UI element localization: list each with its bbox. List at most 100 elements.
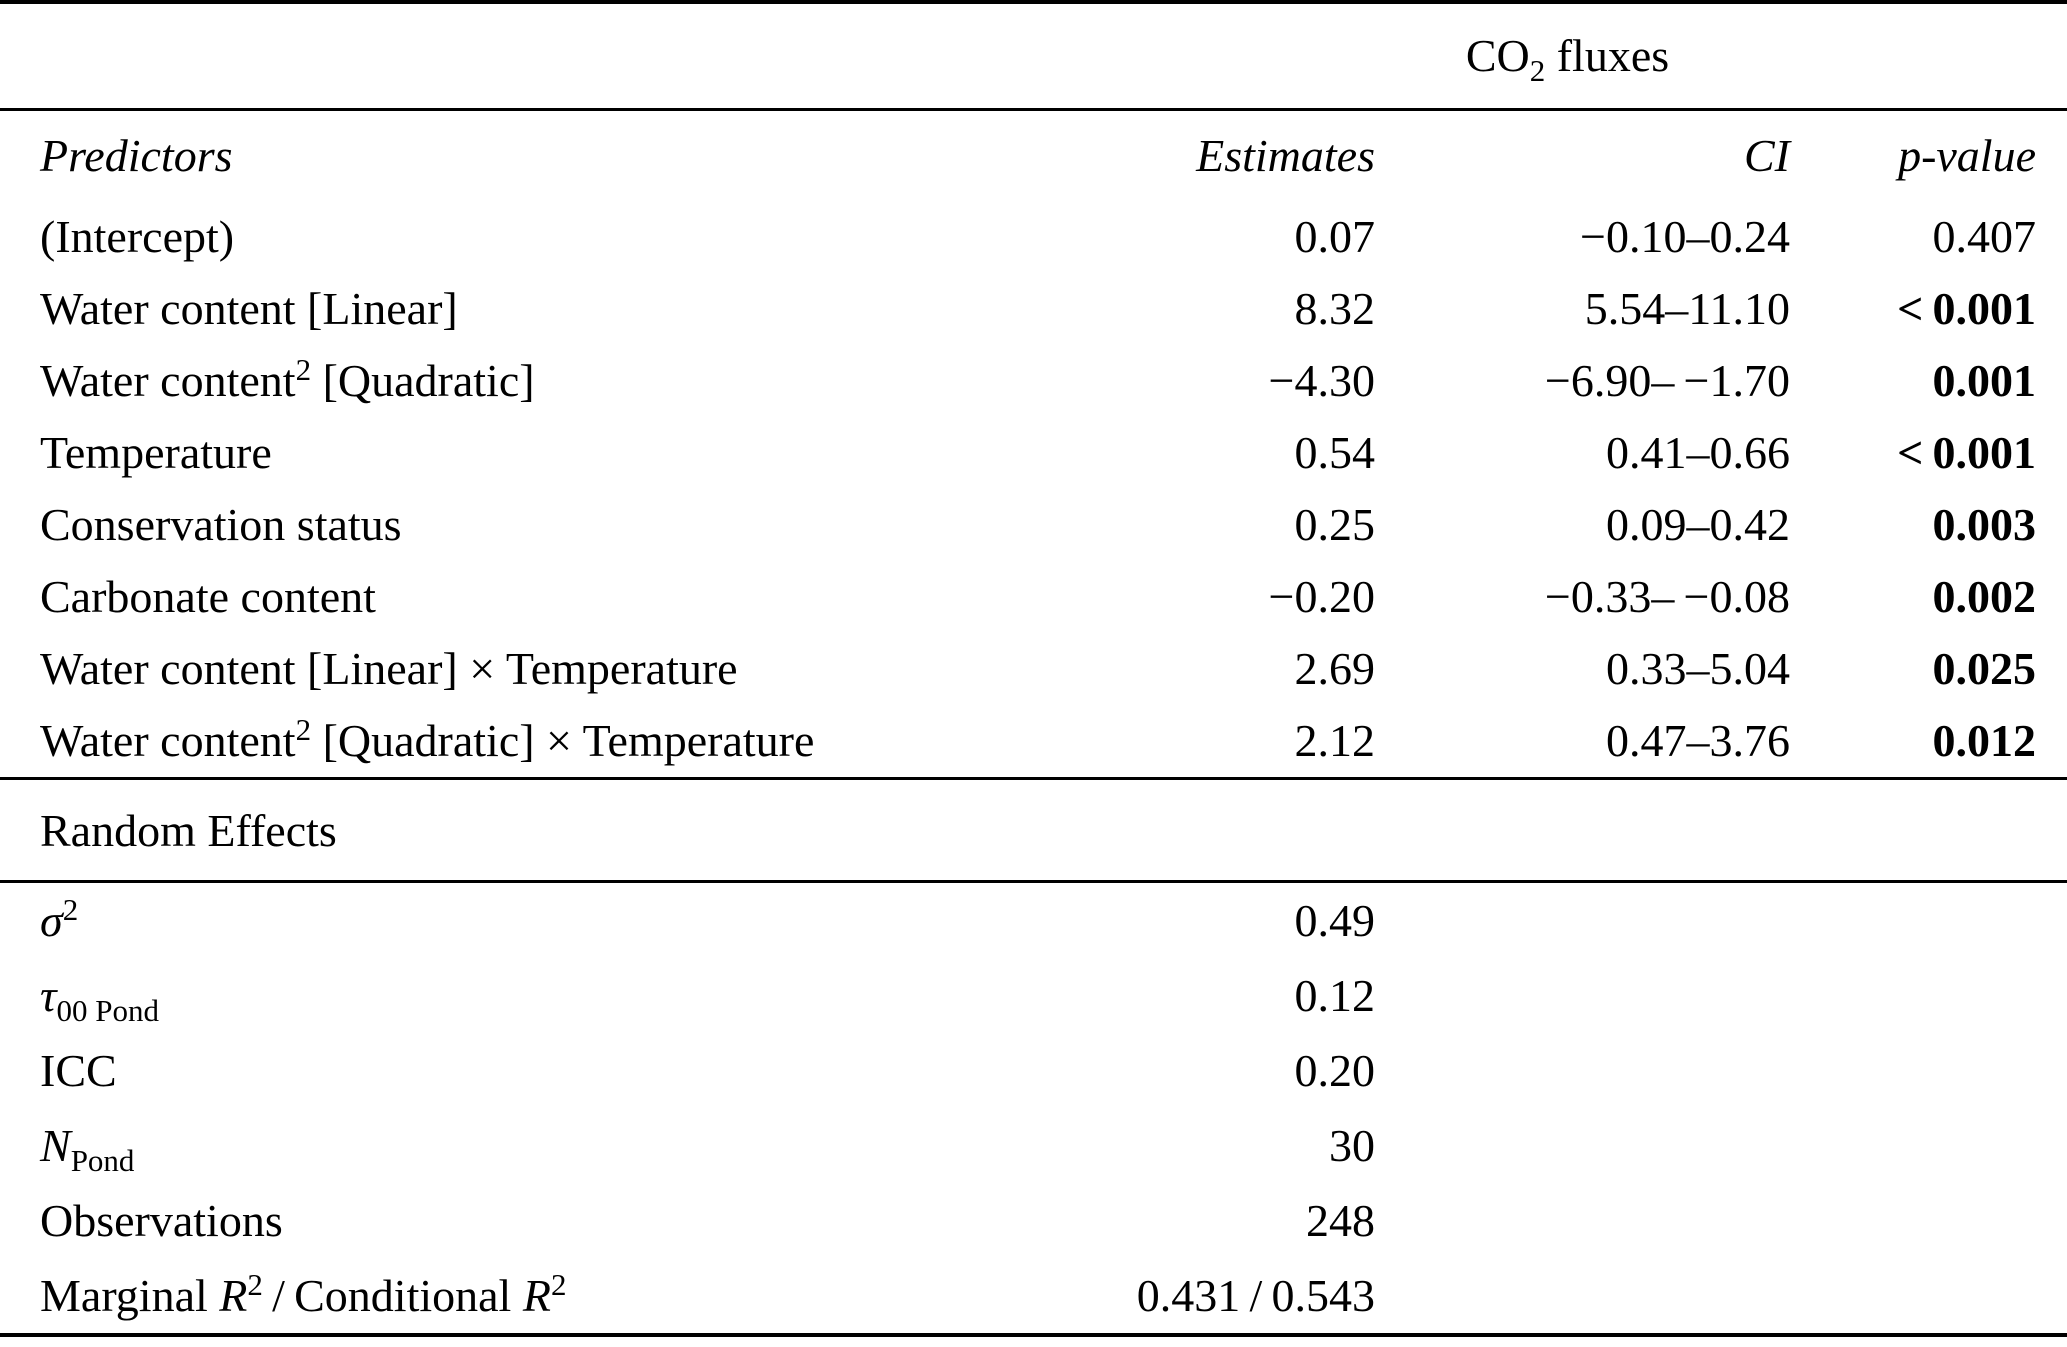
sigma-symbol: σ xyxy=(40,894,63,946)
random-effect-row-n-pond: NPond 30 xyxy=(0,1108,2067,1183)
estimate-cell: 0.54 xyxy=(1294,427,1376,478)
header-predictors: Predictors xyxy=(40,130,233,181)
table-row-water-linear: Water content [Linear] 8.32 5.54–11.10 <… xyxy=(0,273,2067,345)
p-value-cell: 0.001 xyxy=(1932,355,2037,406)
n-symbol: N xyxy=(40,1119,71,1171)
statistic-label-cell: ICC xyxy=(0,1033,1040,1108)
p-value-cell: 0.407 xyxy=(1932,211,2037,262)
statistic-value-cell: 0.20 xyxy=(1294,1044,1376,1096)
estimate-cell: −4.30 xyxy=(1268,355,1375,406)
p-value-cell: 0.012 xyxy=(1790,705,2067,780)
sigma-superscript: 2 xyxy=(62,891,79,927)
random-effects-heading-label: Random Effects xyxy=(40,804,337,856)
predictor-cell: (Intercept) xyxy=(0,201,1040,273)
statistic-label-cell: Marginal R2 / Conditional R2 xyxy=(0,1258,1040,1333)
predictor-label: (Intercept) xyxy=(40,211,235,262)
predictor-label-suffix: [Quadratic] × Temperature xyxy=(311,715,815,766)
random-effect-row-observations: Observations 248 xyxy=(0,1183,2067,1258)
empty-cell xyxy=(1375,958,2067,1033)
table-row-water-quadratic-x-temperature: Water content2 [Quadratic] × Temperature… xyxy=(0,705,2067,780)
p-value-cell: 0.025 xyxy=(1932,643,2037,694)
ci-cell: −0.33– −0.08 xyxy=(1544,571,1790,622)
empty-cell xyxy=(1375,1033,2067,1108)
empty-cell xyxy=(1375,883,2067,958)
observations-label: Observations xyxy=(40,1194,283,1246)
table-row-water-linear-x-temperature: Water content [Linear] × Temperature 2.6… xyxy=(0,633,2067,705)
ci-cell: −6.90– −1.70 xyxy=(1544,355,1790,406)
predictor-cell: Carbonate content xyxy=(0,561,1040,633)
header-p-value: p-value xyxy=(1898,130,2036,181)
table-row-conservation-status: Conservation status 0.25 0.09–0.42 0.003 xyxy=(0,489,2067,561)
statistic-value-cell: 0.12 xyxy=(1294,969,1376,1021)
r-superscript: 2 xyxy=(247,1266,263,1302)
ci-cell: 0.09–0.42 xyxy=(1606,499,1790,550)
r2-label-prefix: Marginal xyxy=(40,1269,220,1321)
ci-cell: −0.10–0.24 xyxy=(1580,211,1790,262)
ci-cell: 0.33–5.04 xyxy=(1606,643,1790,694)
random-effect-row-icc: ICC 0.20 xyxy=(0,1033,2067,1108)
predictor-label: Water content xyxy=(40,355,296,406)
predictor-label-suffix: [Quadratic] xyxy=(311,355,535,406)
p-value-cell: 0.002 xyxy=(1932,571,2037,622)
predictor-label: Carbonate content xyxy=(40,571,376,622)
estimate-cell: 8.32 xyxy=(1294,283,1376,334)
r-symbol: R xyxy=(522,1269,551,1321)
p-value-cell: 0.003 xyxy=(1932,499,2037,550)
predictor-label: Water content xyxy=(40,715,296,766)
statistic-label-cell: NPond xyxy=(0,1108,1040,1183)
title-post: fluxes xyxy=(1545,30,1670,81)
rule-bottom xyxy=(0,1333,2067,1337)
empty-cell xyxy=(1375,1108,2067,1183)
p-value-cell: < 0.001 xyxy=(1897,283,2036,334)
model-title: CO2 fluxes xyxy=(1040,4,2067,111)
predictor-cell: Water content2 [Quadratic] × Temperature xyxy=(0,705,1040,780)
predictor-label: Water content [Linear] xyxy=(40,283,458,334)
random-effect-row-r-squared: Marginal R2 / Conditional R2 0.431 / 0.5… xyxy=(0,1258,2067,1333)
model-table: CO2 fluxes Predictors Estimates CI p-val… xyxy=(0,4,2067,780)
header-ci: CI xyxy=(1744,130,1790,181)
ci-cell: 5.54–11.10 xyxy=(1584,283,1790,334)
statistic-value-cell: 248 xyxy=(1306,1194,1375,1246)
tau-symbol: τ xyxy=(40,969,57,1021)
predictor-superscript: 2 xyxy=(295,712,312,747)
statistic-value-cell: 0.49 xyxy=(1294,894,1376,946)
estimate-cell: 0.25 xyxy=(1294,499,1376,550)
random-effects-heading: Random Effects xyxy=(0,780,2067,883)
empty-cell xyxy=(1375,1258,2067,1333)
model-title-row: CO2 fluxes xyxy=(0,4,2067,111)
table-row-intercept: (Intercept) 0.07 −0.10–0.24 0.407 xyxy=(0,201,2067,273)
title-subscript: 2 xyxy=(1529,53,1546,88)
predictor-label: Temperature xyxy=(40,427,272,478)
header-estimates: Estimates xyxy=(1196,130,1375,181)
table-row-water-quadratic: Water content2 [Quadratic] −4.30 −6.90– … xyxy=(0,345,2067,417)
table-row-carbonate-content: Carbonate content −0.20 −0.33– −0.08 0.0… xyxy=(0,561,2067,633)
column-header-row: Predictors Estimates CI p-value xyxy=(0,110,2067,202)
r-superscript: 2 xyxy=(550,1266,567,1302)
statistic-value-cell: 0.431 / 0.543 xyxy=(1136,1269,1375,1321)
random-effect-row-sigma: σ2 0.49 xyxy=(0,883,2067,958)
rule-top xyxy=(0,0,2067,4)
statistic-value-cell: 30 xyxy=(1329,1119,1375,1171)
random-effects-table: σ2 0.49 τ00 Pond 0.12 ICC 0.20 NPond 30 … xyxy=(0,883,2067,1333)
empty-cell xyxy=(1375,1183,2067,1258)
tau-subscript: 00 Pond xyxy=(56,992,159,1028)
title-pre: CO xyxy=(1465,30,1530,81)
predictor-cell: Temperature xyxy=(0,417,1040,489)
ci-cell: 0.47–3.76 xyxy=(1375,705,1790,780)
predictor-superscript: 2 xyxy=(295,352,312,387)
p-value-cell: < 0.001 xyxy=(1897,427,2036,478)
statistic-label-cell: Observations xyxy=(0,1183,1040,1258)
predictor-cell: Water content [Linear] × Temperature xyxy=(0,633,1040,705)
estimate-cell: 0.07 xyxy=(1294,211,1376,262)
ci-cell: 0.41–0.66 xyxy=(1606,427,1790,478)
statistic-label-cell: τ00 Pond xyxy=(0,958,1040,1033)
predictor-label: Conservation status xyxy=(40,499,402,550)
table-row-temperature: Temperature 0.54 0.41–0.66 < 0.001 xyxy=(0,417,2067,489)
n-subscript: Pond xyxy=(70,1142,135,1178)
r2-label-middle: / Conditional xyxy=(262,1269,523,1321)
estimate-cell: −0.20 xyxy=(1268,571,1375,622)
statistic-label-cell: σ2 xyxy=(0,883,1040,958)
predictor-cell: Conservation status xyxy=(0,489,1040,561)
title-spacer xyxy=(0,4,1040,111)
